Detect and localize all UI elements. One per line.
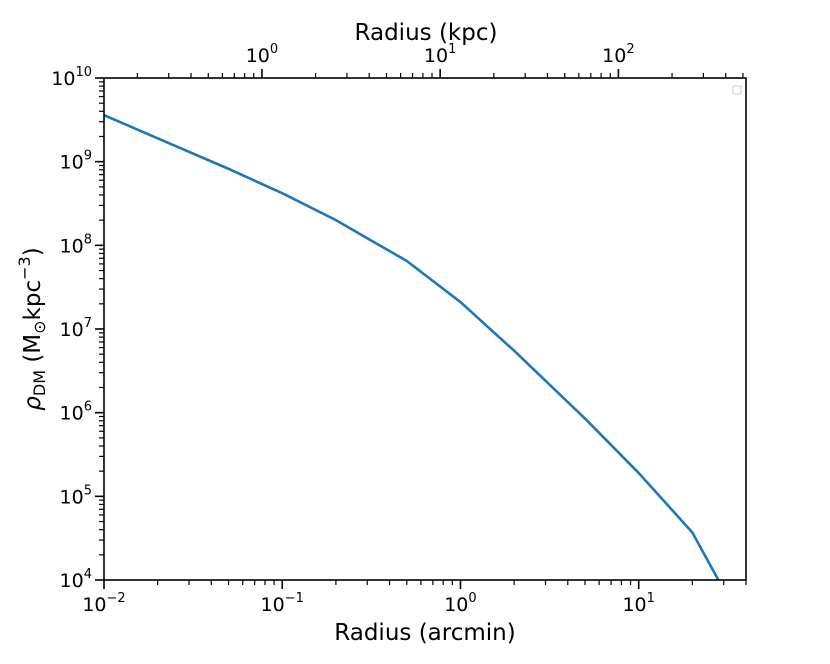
minor-ticks	[99, 73, 747, 585]
x-tick-label: 100	[444, 591, 476, 616]
y-title-open: (M	[20, 334, 46, 370]
x2-tick-label: 101	[424, 42, 456, 67]
y-tick-label: 107	[60, 316, 92, 341]
x-axis-title: Radius (arcmin)	[334, 620, 515, 646]
x-tick-label: 101	[622, 591, 654, 616]
plot-frame	[103, 77, 747, 581]
y-tick-label: 105	[60, 483, 92, 508]
y-title-rho: ρ	[20, 396, 46, 411]
y-title-sup: −3	[15, 256, 34, 280]
y-title-sub-dm: DM	[30, 370, 49, 396]
y-title-sun-symbol: ⊙	[30, 320, 49, 333]
x2-tick-label: 102	[602, 42, 634, 67]
y-axis-title: ρDM (M⊙kpc−3)	[15, 247, 49, 410]
x2-tick-label: 100	[246, 42, 278, 67]
major-ticks	[95, 69, 640, 589]
y-tick-label: 108	[60, 232, 92, 257]
y-tick-label: 109	[60, 149, 92, 174]
tick-labels: 10−2 10−1 100 101 100 101 102 104 105 106 107 108 10…	[51, 42, 655, 616]
y-tick-label: 1010	[51, 65, 92, 90]
y-tick-label: 106	[60, 400, 92, 425]
y-title-close: )	[20, 247, 46, 256]
series-line-dm-density	[103, 113, 720, 581]
legend-box	[732, 85, 742, 95]
y-title-unit: kpc	[20, 280, 46, 321]
top-axis-title: Radius (kpc)	[355, 20, 498, 46]
x-tick-label: 10−2	[82, 591, 125, 616]
y-tick-label: 104	[60, 567, 92, 592]
x-tick-label: 10−1	[261, 591, 304, 616]
